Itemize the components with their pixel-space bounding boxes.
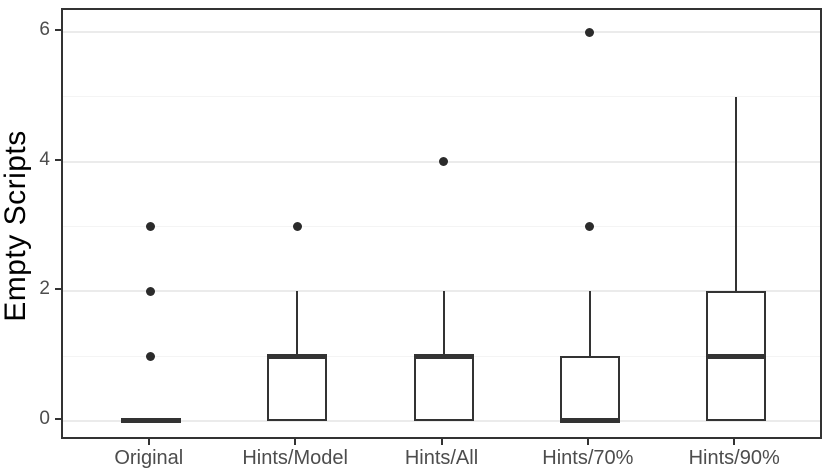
x-tick-label-hints-70: Hints/70% (542, 447, 634, 469)
x-tick-mark (294, 439, 297, 445)
y-tick-mark (55, 158, 61, 161)
median-hints-all (413, 353, 474, 359)
x-tick-label-hints-all: Hints/All (404, 447, 479, 469)
x-tick-label-hints-90: Hints/90% (688, 447, 780, 469)
median-original (120, 418, 181, 424)
gridline-minor (63, 96, 820, 98)
y-tick-mark (55, 288, 61, 291)
box-hints-all (413, 356, 474, 421)
median-hints-70 (559, 418, 620, 424)
outlier-hints-70 (585, 221, 595, 231)
outlier-hints-all (439, 157, 448, 167)
whisker-upper-hints-70 (588, 291, 591, 357)
gridline-major (63, 419, 820, 422)
x-tick-mark (586, 439, 589, 445)
gridline-minor (63, 225, 820, 227)
plot-panel (61, 8, 822, 439)
outlier-hints-model (292, 221, 302, 231)
y-tick-mark (55, 417, 61, 420)
x-tick-mark (147, 439, 150, 445)
whisker-upper-hints-model (296, 291, 299, 357)
y-tick-label: 2 (39, 278, 50, 300)
y-tick-label: 4 (39, 148, 50, 170)
y-tick-label: 6 (39, 19, 50, 41)
box-hints-model (267, 356, 328, 421)
y-tick-mark (55, 29, 61, 32)
outlier-original (146, 351, 156, 361)
whisker-upper-hints-90 (735, 96, 738, 292)
x-tick-label-original: Original (114, 447, 184, 469)
x-tick-label-hints-model: Hints/Model (242, 447, 348, 469)
box-hints-70 (559, 356, 620, 421)
outlier-original (146, 286, 156, 296)
x-tick-mark (733, 439, 736, 445)
whisker-upper-hints-all (442, 291, 445, 357)
median-hints-90 (706, 353, 767, 359)
median-hints-model (267, 353, 328, 359)
gridline-major (63, 31, 820, 34)
gridline-major (63, 290, 820, 293)
outlier-hints-70 (585, 27, 595, 37)
x-tick-mark (440, 439, 443, 445)
outlier-original (146, 221, 156, 231)
y-tick-label: 0 (39, 407, 50, 429)
